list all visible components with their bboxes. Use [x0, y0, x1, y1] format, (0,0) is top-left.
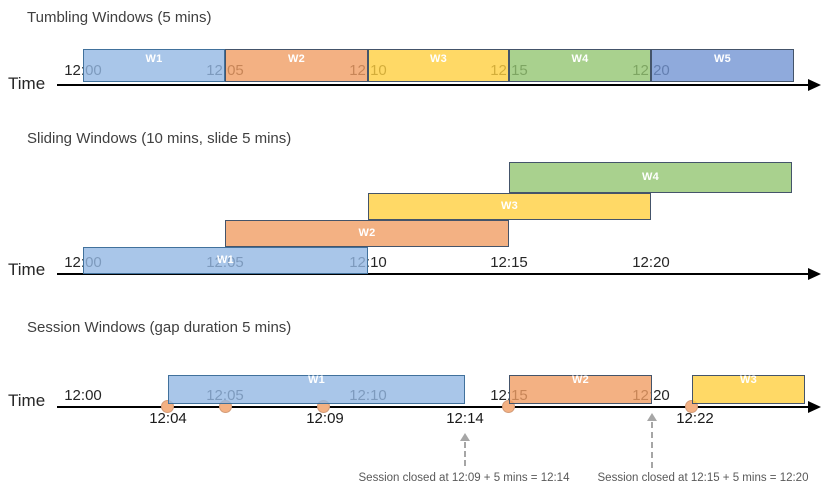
window-sliding-w4: W4 — [509, 162, 792, 193]
window-label-tumbling-w5: W5 — [713, 53, 732, 65]
sliding-time-axis-label: Time — [8, 260, 46, 279]
session-section-title: Session Windows (gap duration 5 mins) — [27, 319, 292, 336]
sliding-section-title: Sliding Windows (10 mins, slide 5 mins) — [27, 130, 292, 147]
window-sliding-w3: W3 — [368, 193, 651, 220]
time-axis-session — [57, 406, 808, 408]
window-tumbling-w5: W5 — [651, 49, 794, 82]
dashed-arrow-line-1 — [651, 422, 653, 468]
window-sliding-w1: W1 — [83, 247, 368, 274]
window-label-tumbling-w2: W2 — [287, 53, 306, 65]
window-label-sliding-w3: W3 — [500, 200, 519, 212]
window-tumbling-w1: W1 — [83, 49, 225, 82]
time-axis-arrowhead-session — [808, 401, 821, 413]
dashed-arrow-line-0 — [464, 442, 466, 466]
time-axis-sliding — [57, 273, 808, 275]
time-axis-arrowhead-tumbling — [808, 79, 821, 91]
event-time-label-12:04: 12:04 — [149, 410, 187, 427]
window-session-w2: W2 — [509, 375, 652, 404]
window-tumbling-w3: W3 — [368, 49, 509, 82]
window-label-sliding-w2: W2 — [358, 227, 376, 239]
session-closed-annotation-2: Session closed at 12:15 + 5 mins = 12:20 — [597, 472, 809, 484]
window-session-w1: W1 — [168, 375, 465, 404]
window-sliding-w2: W2 — [225, 220, 509, 247]
tick-sliding-12:20: 12:20 — [632, 254, 670, 271]
tick-session-12:00: 12:00 — [64, 387, 102, 404]
window-label-sliding-w1: W1 — [216, 254, 235, 266]
window-tumbling-w2: W2 — [225, 49, 368, 82]
window-label-tumbling-w3: W3 — [429, 53, 448, 65]
event-time-label-12:22: 12:22 — [676, 410, 714, 427]
window-session-w3: W3 — [692, 375, 805, 404]
time-axis-tumbling — [57, 84, 808, 86]
window-label-tumbling-w4: W4 — [571, 53, 589, 65]
event-time-label-12:14: 12:14 — [446, 410, 484, 427]
session-closed-annotation-1: Session closed at 12:09 + 5 mins = 12:14 — [358, 472, 570, 484]
window-label-session-w2: W2 — [571, 374, 590, 386]
tumbling-section-title: Tumbling Windows (5 mins) — [27, 9, 212, 26]
window-label-tumbling-w1: W1 — [145, 53, 163, 65]
session-time-axis-label: Time — [8, 391, 46, 410]
time-axis-arrowhead-sliding — [808, 268, 821, 280]
event-time-label-12:09: 12:09 — [306, 410, 344, 427]
dashed-arrow-head-0 — [460, 433, 470, 441]
tick-sliding-12:15: 12:15 — [490, 254, 528, 271]
window-label-session-w1: W1 — [307, 374, 326, 386]
window-label-session-w3: W3 — [739, 374, 758, 386]
dashed-arrow-head-1 — [647, 413, 657, 421]
window-label-sliding-w4: W4 — [641, 171, 660, 183]
window-tumbling-w4: W4 — [509, 49, 651, 82]
tumbling-time-axis-label: Time — [8, 74, 46, 93]
